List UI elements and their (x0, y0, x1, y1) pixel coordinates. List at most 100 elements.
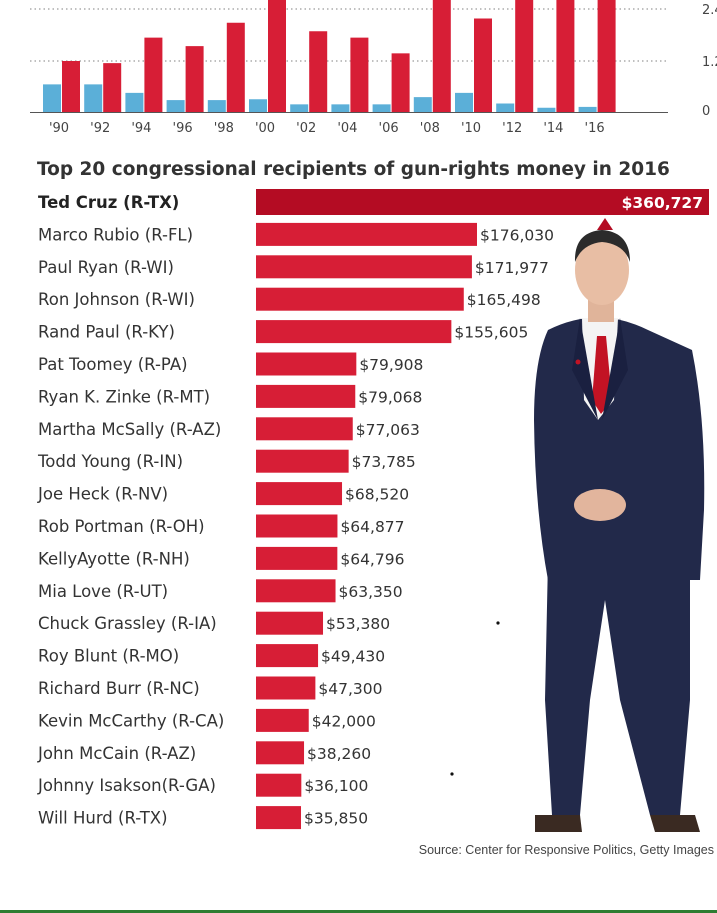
bar (256, 255, 472, 279)
x-tick-label: '12 (502, 121, 522, 136)
bar (256, 417, 353, 441)
x-tick-label: '94 (131, 121, 151, 136)
bar (256, 741, 305, 765)
row-label: KellyAyotte (R-NH) (38, 549, 190, 568)
x-tick-label: '16 (585, 121, 605, 136)
column-red (309, 31, 328, 112)
bar (256, 482, 343, 506)
bar (256, 222, 477, 246)
row-label: Ron Johnson (R-WI) (38, 290, 195, 309)
x-tick-label: '08 (420, 121, 440, 136)
column-red (185, 46, 204, 112)
bar (256, 579, 336, 603)
stray-dot (450, 772, 454, 776)
row-label: Mia Love (R-UT) (38, 582, 168, 601)
column-red (556, 0, 575, 112)
x-tick-label: '92 (90, 121, 110, 136)
column-red (350, 37, 369, 112)
row-label: Roy Blunt (R-MO) (38, 647, 179, 666)
stray-dot (496, 621, 500, 625)
column-blue (125, 92, 144, 112)
row-label: Kevin McCarthy (R-CA) (38, 711, 224, 730)
bar-value-label: $155,605 (454, 324, 528, 342)
column-group (43, 0, 616, 112)
column-red (515, 0, 534, 112)
trousers (545, 560, 690, 815)
bar-value-label: $42,000 (312, 712, 376, 730)
row-label: Rob Portman (R-OH) (38, 517, 205, 536)
row-label: Chuck Grassley (R-IA) (38, 614, 217, 633)
bar-value-label: $77,063 (356, 421, 420, 439)
row-label: Paul Ryan (R-WI) (38, 258, 174, 277)
time-series-bar-chart: 0 1.2 2.4 '90 '92 '94 '96 '98 '00 '02 '04 '06 '08 '10… (30, 0, 717, 136)
column-red (432, 0, 451, 112)
column-blue (207, 100, 226, 112)
bar (256, 806, 302, 830)
row-label: Todd Young (R-IN) (37, 452, 183, 471)
bar (256, 611, 324, 635)
column-red (144, 37, 163, 112)
column-red (268, 0, 286, 112)
bar-value-label: $360,727 (622, 194, 703, 212)
x-tick-label: '90 (49, 121, 69, 136)
jacket (534, 317, 705, 580)
row-label: Johnny Isakson(R-GA) (37, 776, 216, 795)
bar (256, 189, 709, 215)
column-blue (578, 106, 597, 112)
x-tick-label: '04 (337, 121, 357, 136)
bar (256, 773, 302, 797)
bar-value-label: $171,977 (475, 259, 549, 277)
row-label: Ryan K. Zinke (R-MT) (38, 387, 210, 406)
column-red (226, 22, 245, 112)
column-blue (496, 103, 515, 112)
bar (256, 546, 338, 570)
x-tick-label: '10 (461, 121, 481, 136)
bar-value-label: $63,350 (339, 583, 403, 601)
bar (256, 449, 349, 473)
x-tick-label: '14 (543, 121, 563, 136)
column-red (62, 61, 80, 112)
bar-value-label: $64,877 (340, 518, 404, 536)
x-tick-label: '98 (214, 121, 234, 136)
bar-value-label: $53,380 (326, 615, 390, 633)
row-label: Martha McSally (R-AZ) (38, 420, 221, 439)
bar-value-label: $79,068 (358, 388, 422, 406)
row-label: Marco Rubio (R-FL) (38, 225, 193, 244)
bar-value-label: $35,850 (304, 810, 368, 828)
column-blue (249, 99, 267, 112)
bar (256, 287, 464, 311)
row-label: Joe Heck (R-NV) (37, 485, 168, 504)
column-red (103, 63, 122, 112)
politician-photo (450, 230, 705, 832)
bar-value-label: $47,300 (318, 680, 382, 698)
bar (256, 320, 452, 344)
row-label: Richard Burr (R-NC) (38, 679, 200, 698)
bar-value-label: $49,430 (321, 648, 385, 666)
bar (256, 514, 338, 538)
bar (256, 676, 316, 700)
column-red (474, 18, 492, 112)
column-blue (331, 104, 350, 112)
y-tick-label: 1.2 (702, 55, 717, 70)
hair (574, 230, 630, 262)
bar (256, 352, 357, 376)
y-tick-label: 0 (702, 104, 710, 119)
bar (256, 708, 309, 732)
row-label: Will Hurd (R-TX) (38, 809, 168, 828)
column-blue (84, 84, 103, 112)
left-shoe (535, 815, 582, 832)
row-label: Pat Toomey (R-PA) (38, 355, 188, 374)
column-blue (537, 107, 556, 112)
bar-value-label: $64,796 (340, 550, 404, 568)
chart-title: Top 20 congressional recipients of gun-r… (37, 159, 670, 180)
column-blue (290, 104, 309, 112)
column-blue (166, 100, 185, 112)
row-label: John McCain (R-AZ) (37, 744, 196, 763)
row-label: Rand Paul (R-KY) (38, 323, 175, 342)
column-blue (43, 84, 61, 112)
recipients-bar-chart: Ted Cruz (R-TX) $360,727 Marco Rubio (R-FL… (37, 189, 709, 830)
y-tick-label: 2.4 (702, 3, 717, 18)
column-red (597, 0, 616, 112)
bar-value-label: $79,908 (359, 356, 423, 374)
